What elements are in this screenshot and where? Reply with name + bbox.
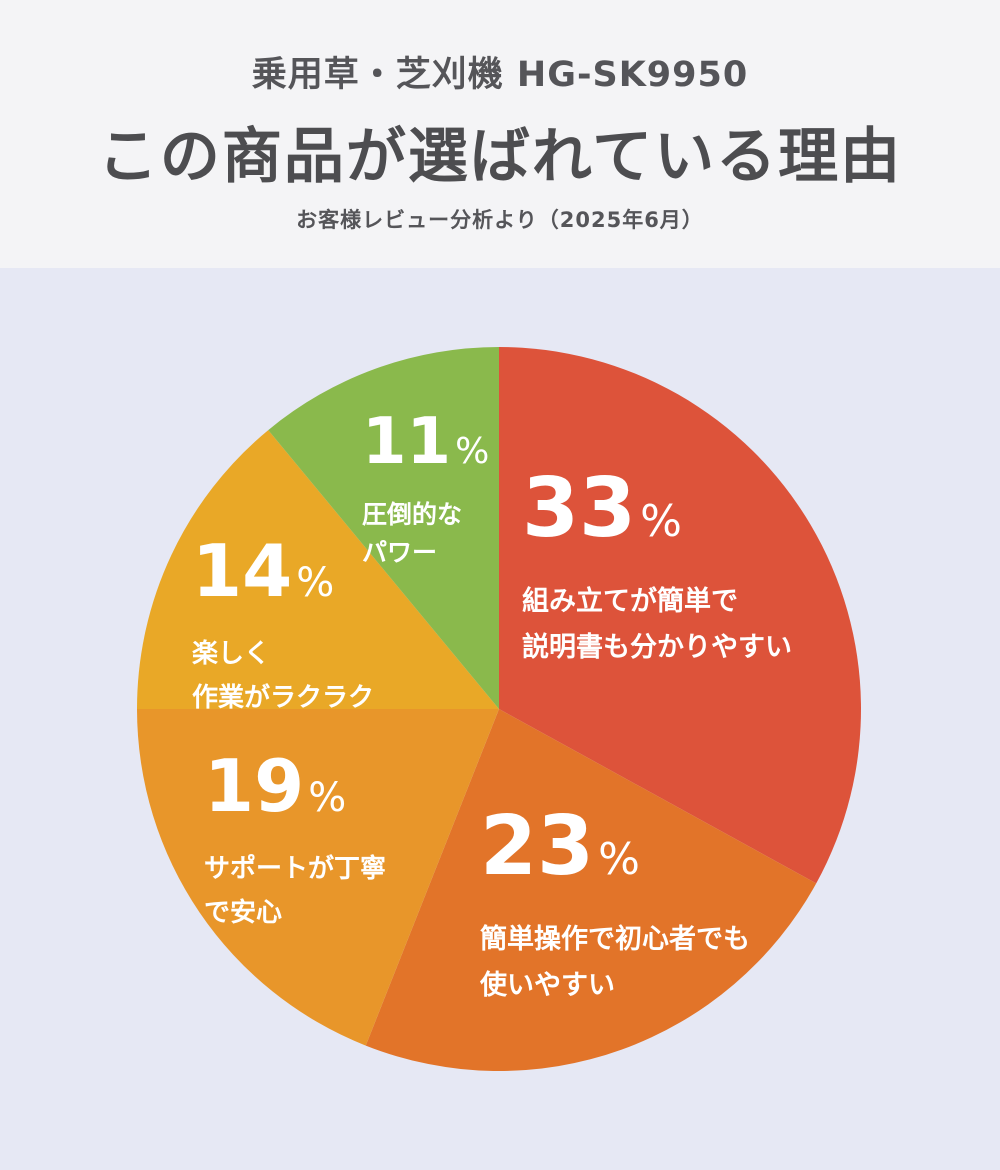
- chart-area: 33% 組み立てが簡単で説明書も分かりやすい 23% 簡単操作で初心者でも 使いやすい 1…: [0, 268, 1000, 1170]
- pie-slice-4: [137, 430, 499, 709]
- category-label-1-line-2: 説明書も分かりやすい: [522, 631, 792, 663]
- source-note: お客様レビュー分析より（2025年6月）: [296, 208, 704, 232]
- category-label-5-line-2: パワー: [362, 538, 437, 567]
- pie-slice-2: [365, 709, 817, 1071]
- pie-slice-1: [499, 347, 861, 884]
- percent-label-2: 23%: [480, 799, 640, 894]
- category-label-2-line-1: 簡単操作で初心者でも: [480, 923, 750, 955]
- category-label-5-line-1: 圧倒的な: [362, 500, 462, 529]
- percent-label-3: 19%: [204, 744, 346, 828]
- percent-label-1: 33%: [522, 461, 682, 556]
- category-label-2-line-2: 使いやすい: [479, 970, 615, 1001]
- category-label-4-line-1: 楽しく: [192, 639, 270, 669]
- header: 乗用草・芝刈機 HG-SK9950 この商品が選ばれている理由 お客様レビュー分…: [0, 0, 1000, 268]
- page-title: この商品が選ばれている理由: [97, 122, 903, 192]
- percent-label-4: 14%: [192, 529, 334, 613]
- product-subtitle: 乗用草・芝刈機 HG-SK9950: [251, 55, 749, 95]
- pie-slice-3: [136, 709, 499, 1046]
- category-label-1-line-1: 組み立てが簡単で: [522, 585, 738, 617]
- category-label-4-line-2: 作業がラクラク: [192, 682, 374, 713]
- category-label-3-line-1: サポートが丁寧: [204, 853, 386, 884]
- category-label-3-line-2: で安心: [204, 898, 282, 928]
- pie-slice-5: [268, 347, 499, 709]
- percent-label-5: 11%: [362, 405, 489, 479]
